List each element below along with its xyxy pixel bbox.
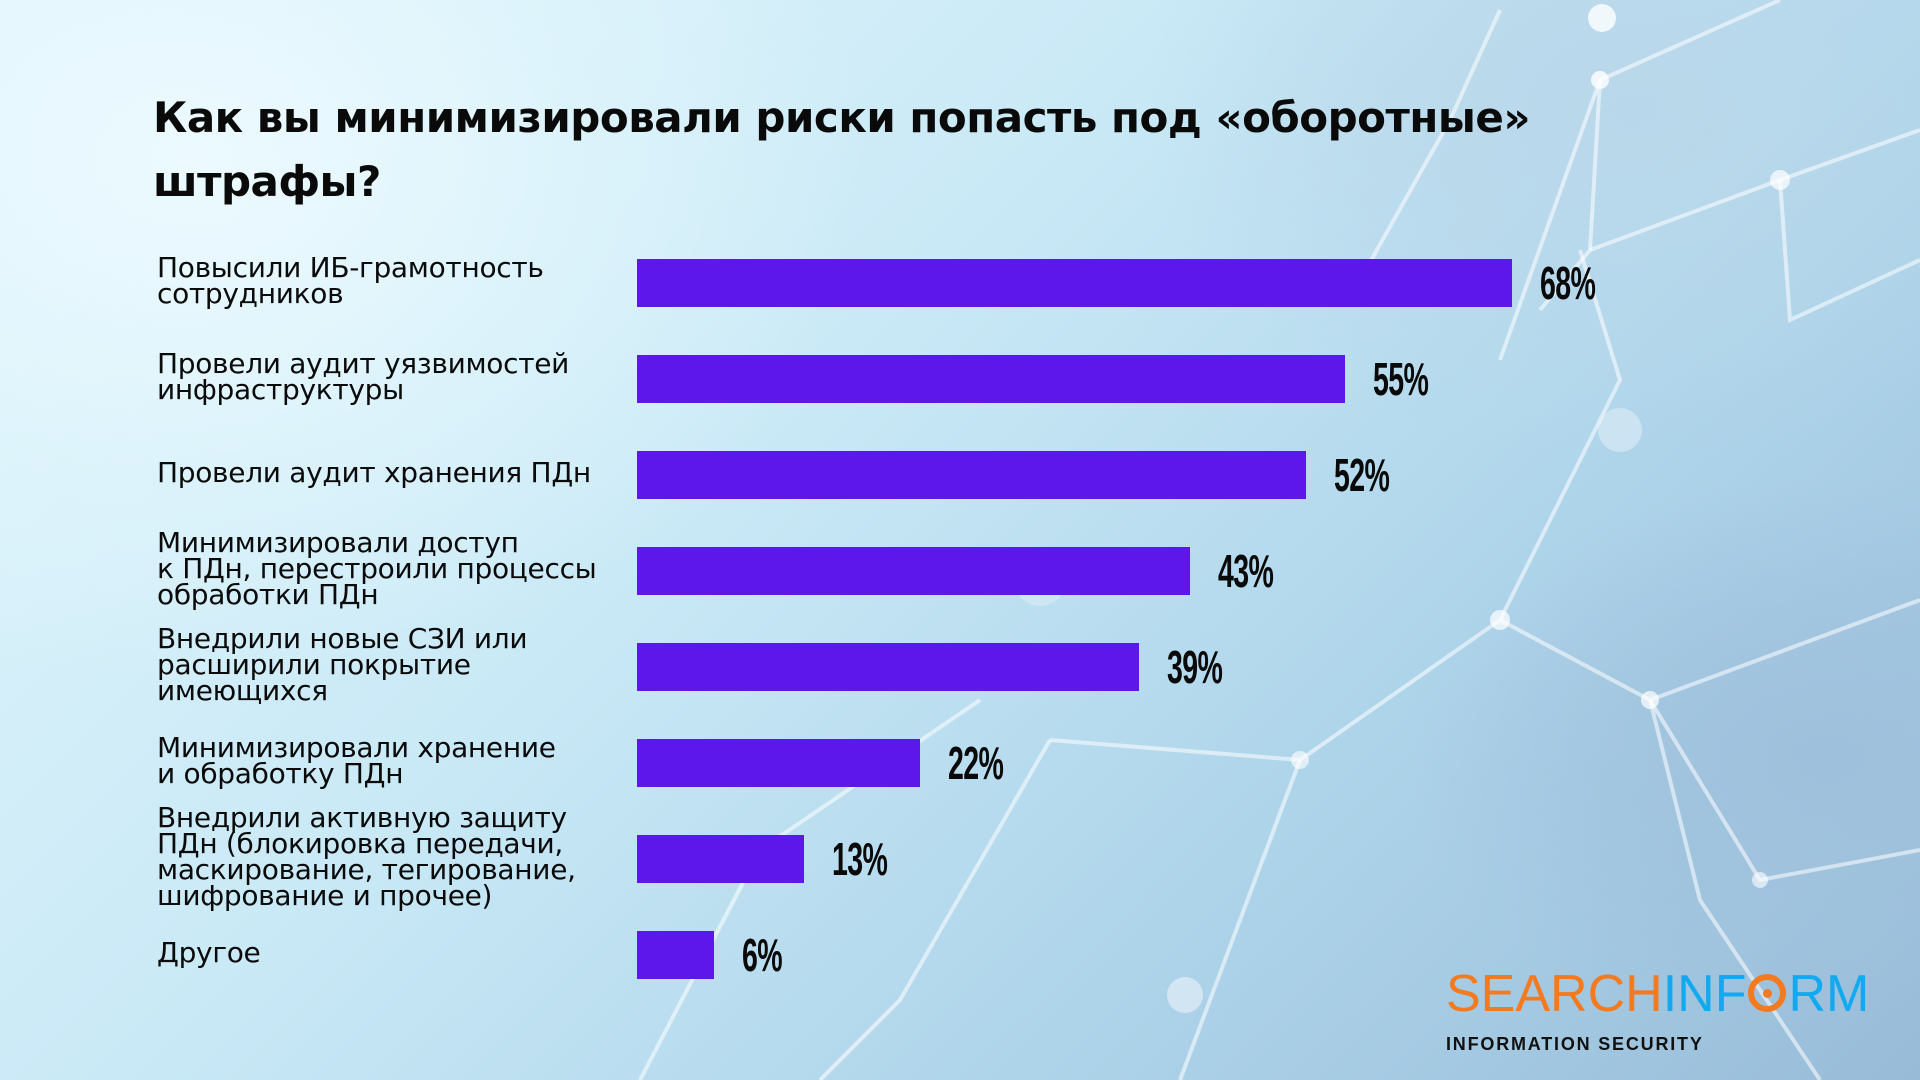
- category-label-line: Внедрили новые СЗИ или: [157, 622, 528, 655]
- value-label: 52%: [1334, 449, 1390, 501]
- value-label: 68%: [1540, 257, 1596, 309]
- searchinform-logo: SEARCHINF RM INFORMATION SECURITY: [1446, 968, 1869, 1055]
- value-label: 43%: [1218, 545, 1274, 597]
- value-label: 39%: [1166, 641, 1223, 693]
- bar: [637, 739, 921, 787]
- category-label-line: инфраструктуры: [157, 373, 404, 406]
- chart-title-line-2: штрафы?: [153, 157, 381, 206]
- logo-part-search: SEARCH: [1446, 965, 1663, 1023]
- category-label-line: сотрудников: [157, 277, 344, 310]
- logo-subtitle: INFORMATION SECURITY: [1446, 1034, 1704, 1054]
- category-label-line: обработки ПДн: [157, 578, 379, 611]
- category-label: Повысили ИБ-грамотность сотрудников: [157, 251, 627, 310]
- bar: [637, 835, 805, 883]
- logo-target-o-icon: [1748, 974, 1787, 1012]
- chart-title: Как вы минимизировали риски попасть под …: [153, 86, 1603, 214]
- category-label-line: расширили покрытие: [157, 648, 471, 681]
- category-label-line: Внедрили активную защиту: [157, 801, 567, 834]
- category-label-line: Минимизировали хранение: [157, 731, 556, 764]
- bar: [637, 355, 1345, 403]
- value-label: 6%: [742, 929, 783, 981]
- chart-title-line-1: Как вы минимизировали риски попасть под …: [153, 93, 1531, 142]
- category-label: Внедрили новые СЗИ или расширили покрытие…: [157, 622, 627, 707]
- category-label-line: к ПДн, перестроили процессы: [157, 552, 597, 585]
- category-label: Внедрили активную защиту ПДн (блокировка …: [157, 801, 627, 912]
- category-label-line: ПДн (блокировка передачи,: [157, 827, 564, 860]
- category-label-line: Минимизировали доступ: [157, 526, 519, 559]
- category-label: Другое: [157, 936, 627, 969]
- category-label-line: Другое: [157, 936, 261, 969]
- logo-part-inf: INF: [1662, 965, 1747, 1023]
- bar: [637, 547, 1191, 595]
- category-label-line: и обработку ПДн: [157, 757, 404, 790]
- bar: [637, 259, 1513, 307]
- category-label: Минимизировали хранение и обработку ПДн: [157, 731, 627, 790]
- value-label: 55%: [1372, 353, 1429, 405]
- category-label-line: имеющихся: [157, 674, 328, 707]
- category-label-line: шифрование и прочее): [157, 879, 493, 912]
- value-label: 22%: [948, 737, 1004, 789]
- bar: [637, 451, 1307, 499]
- value-label: 13%: [832, 833, 888, 885]
- category-label-line: Повысили ИБ-грамотность: [157, 251, 544, 284]
- category-label-line: Провели аудит уязвимостей: [157, 347, 570, 380]
- bar: [637, 931, 715, 979]
- category-label: Минимизировали доступ к ПДн, перестроили …: [157, 526, 627, 611]
- logo-part-rm: RM: [1788, 965, 1870, 1023]
- category-label-line: маскирование, тегирование,: [157, 853, 576, 886]
- category-label: Провели аудит уязвимостей инфраструктуры: [157, 347, 627, 406]
- category-label: Провели аудит хранения ПДн: [157, 456, 627, 489]
- category-label-line: Провели аудит хранения ПДн: [157, 456, 591, 489]
- logo-wordmark: SEARCHINF RM: [1446, 968, 1869, 1020]
- bar: [637, 643, 1139, 691]
